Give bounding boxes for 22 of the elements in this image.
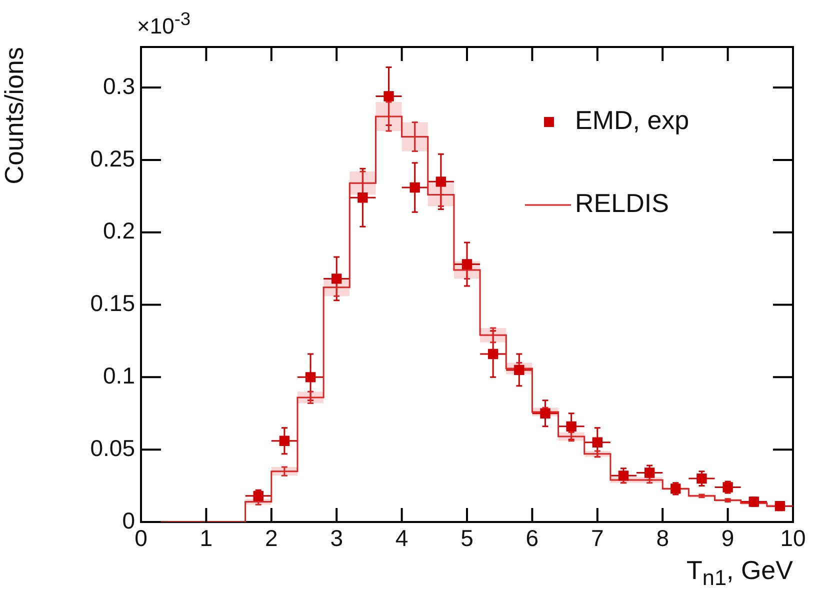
legend-label: RELDIS xyxy=(575,188,669,218)
legend-label: EMD, exp xyxy=(575,105,690,136)
y-tick-label: 0.25 xyxy=(90,145,135,172)
x-tick-label: 4 xyxy=(395,525,408,552)
x-tick-label: 2 xyxy=(265,525,278,552)
text: ×10$^{-3}$ xyxy=(137,8,191,38)
y-tick-label: 0.3 xyxy=(103,72,135,99)
y-tick-label: 0.2 xyxy=(103,218,135,244)
x-tick-label: 10 xyxy=(780,525,806,552)
x-tick-label: 6 xyxy=(526,525,539,552)
x-tick-label: 5 xyxy=(460,525,474,552)
x-tick-label: 7 xyxy=(591,525,604,552)
y-tick-label: 0.05 xyxy=(90,434,135,461)
y-tick-label: 0 xyxy=(122,507,135,534)
x-axis-title: T$_{n1}$, GeV xyxy=(686,555,793,590)
x-tick-label: 1 xyxy=(200,525,213,552)
y-tick-label: 0.1 xyxy=(103,362,135,389)
x-tick-label: 9 xyxy=(721,525,734,552)
x-tick-label: 8 xyxy=(656,525,669,552)
x-tick-label: 3 xyxy=(330,525,343,552)
y-tick-label: 0.15 xyxy=(90,290,135,316)
y-axis-title: Counts/ions xyxy=(0,47,29,184)
